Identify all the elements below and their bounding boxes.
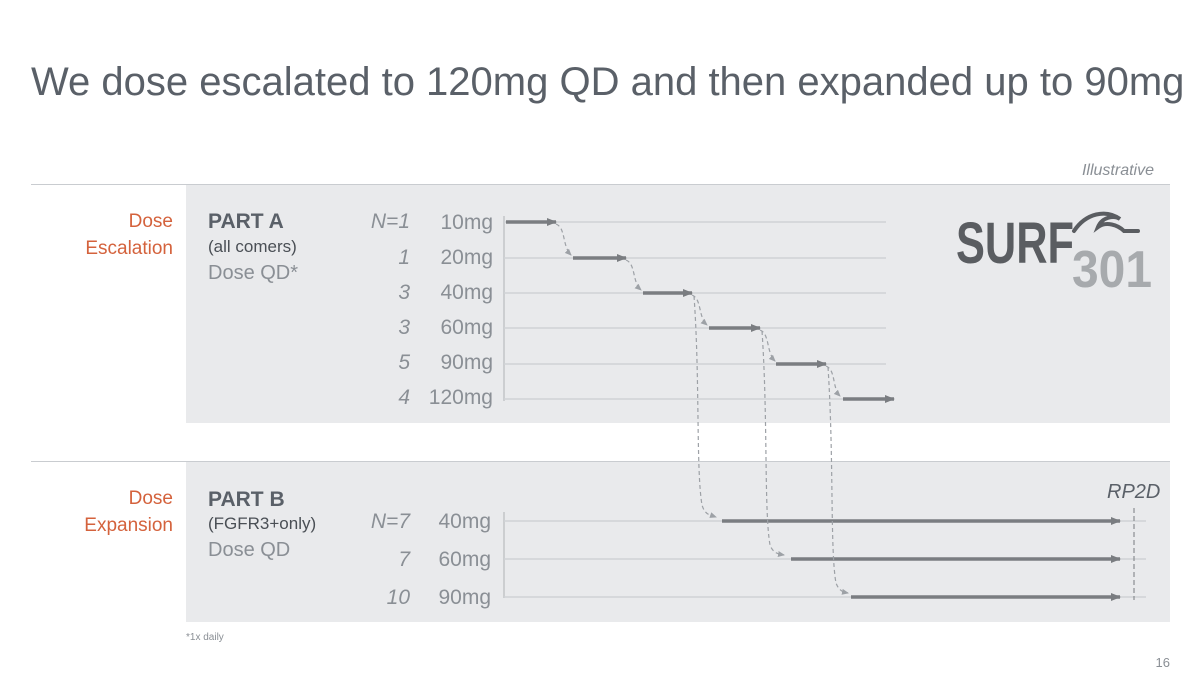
n-cell: 4 <box>398 386 410 409</box>
n-cell: N=1 <box>350 210 410 234</box>
section-divider-top <box>31 184 1170 185</box>
n-cell: 10 <box>386 586 410 609</box>
n-cell: N=7 <box>350 510 410 534</box>
part-a-dose-note: Dose QD* <box>208 262 299 284</box>
n-cell: 7 <box>398 548 410 571</box>
n-cell: 5 <box>398 351 410 374</box>
expansion-connector-60mg <box>761 330 785 557</box>
side-label-line: Dose <box>128 211 173 232</box>
surf301-logo: SURF 301 <box>956 211 1152 295</box>
dose-cell: 90mg <box>438 586 491 609</box>
wave-icon <box>1072 211 1140 233</box>
n-value: 1 <box>398 210 410 233</box>
logo-number: 301 <box>1072 241 1152 295</box>
n-cell: 1 <box>398 246 410 269</box>
dose-cell: 40mg <box>438 510 491 533</box>
escalation-step-connector <box>625 259 642 291</box>
side-label-line: Escalation <box>85 238 173 259</box>
dose-cell: 40mg <box>440 281 493 304</box>
part-a-title: PART A <box>208 210 284 233</box>
dose-cell: 120mg <box>428 386 493 409</box>
dose-cell: 90mg <box>440 351 493 374</box>
dose-cell: 60mg <box>438 548 491 571</box>
dose-cell: 20mg <box>440 246 493 269</box>
part-a-panel <box>186 185 1170 423</box>
part-b-subtitle: (FGFR3+only) <box>208 514 317 533</box>
n-prefix: N= <box>370 510 399 533</box>
escalation-step-connector <box>555 223 572 256</box>
section-divider-middle <box>31 461 1170 462</box>
page-title: We dose escalated to 120mg QD and then e… <box>31 60 1185 104</box>
part-b-title: PART B <box>208 488 285 511</box>
n-cell: 3 <box>398 281 410 304</box>
n-value: 7 <box>398 510 410 533</box>
part-a-subtitle: (all comers) <box>208 237 297 256</box>
part-b-dose-note: Dose QD <box>208 539 291 561</box>
side-label-line: Expansion <box>84 515 173 536</box>
logo-word: SURF <box>956 211 1074 276</box>
dose-expansion-label: Dose Expansion <box>31 485 173 539</box>
dose-escalation-label: Dose Escalation <box>31 208 173 262</box>
dose-cell: 10mg <box>440 211 493 234</box>
rp2d-label: RP2D <box>1107 481 1161 503</box>
side-label-line: Dose <box>128 488 173 509</box>
n-prefix: N= <box>370 210 399 233</box>
expansion-connector-90mg <box>827 366 849 595</box>
page-number: 16 <box>1155 655 1170 670</box>
dose-cell: 60mg <box>440 316 493 339</box>
illustrative-note: Illustrative <box>1081 162 1154 179</box>
n-cell: 3 <box>398 316 410 339</box>
footnote: *1x daily <box>186 632 224 643</box>
expansion-connector-40mg <box>693 295 717 518</box>
